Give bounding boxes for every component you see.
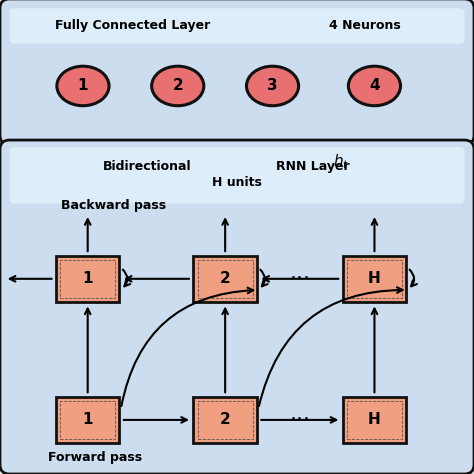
Text: 4 Neurons: 4 Neurons bbox=[329, 19, 401, 33]
Ellipse shape bbox=[57, 66, 109, 106]
FancyBboxPatch shape bbox=[193, 397, 257, 443]
FancyBboxPatch shape bbox=[56, 255, 119, 302]
FancyArrowPatch shape bbox=[410, 270, 417, 286]
FancyArrowPatch shape bbox=[121, 288, 253, 406]
Text: 1: 1 bbox=[82, 412, 93, 428]
Text: Forward pass: Forward pass bbox=[48, 451, 142, 464]
Text: 1: 1 bbox=[82, 271, 93, 286]
FancyArrowPatch shape bbox=[123, 270, 130, 286]
Text: H: H bbox=[368, 412, 381, 428]
Text: Backward pass: Backward pass bbox=[61, 200, 166, 212]
Text: RNN Layer: RNN Layer bbox=[276, 160, 350, 173]
Text: ···: ··· bbox=[289, 410, 310, 430]
FancyBboxPatch shape bbox=[0, 0, 474, 145]
Ellipse shape bbox=[152, 66, 204, 106]
FancyArrowPatch shape bbox=[260, 270, 268, 286]
Ellipse shape bbox=[348, 66, 401, 106]
Text: 2: 2 bbox=[220, 412, 230, 428]
FancyBboxPatch shape bbox=[9, 9, 465, 44]
Text: 2: 2 bbox=[173, 79, 183, 93]
FancyBboxPatch shape bbox=[0, 140, 474, 474]
FancyArrowPatch shape bbox=[259, 287, 402, 406]
Text: $h_t$: $h_t$ bbox=[333, 152, 349, 171]
Ellipse shape bbox=[246, 66, 299, 106]
Text: 4: 4 bbox=[369, 79, 380, 93]
FancyBboxPatch shape bbox=[343, 397, 406, 443]
Text: Bidirectional: Bidirectional bbox=[103, 160, 191, 173]
FancyBboxPatch shape bbox=[56, 397, 119, 443]
Text: Fully Connected Layer: Fully Connected Layer bbox=[55, 19, 210, 33]
FancyBboxPatch shape bbox=[193, 255, 257, 302]
FancyBboxPatch shape bbox=[343, 255, 406, 302]
Text: H: H bbox=[368, 271, 381, 286]
FancyBboxPatch shape bbox=[9, 147, 465, 203]
Text: ···: ··· bbox=[289, 269, 310, 289]
Text: H units: H units bbox=[212, 176, 262, 189]
Text: 1: 1 bbox=[78, 79, 88, 93]
Text: 2: 2 bbox=[220, 271, 230, 286]
Text: 3: 3 bbox=[267, 79, 278, 93]
